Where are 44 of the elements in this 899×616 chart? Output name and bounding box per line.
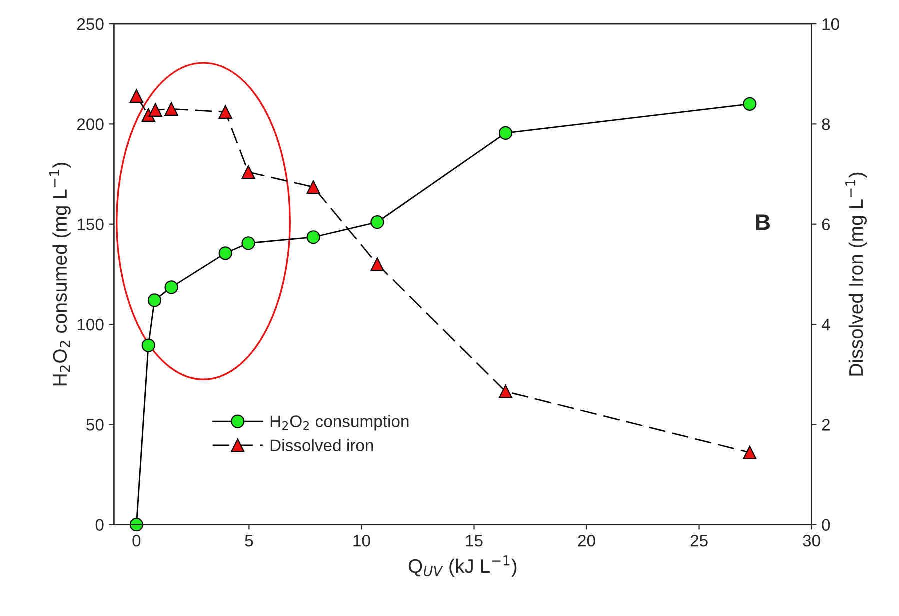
- point: [498, 384, 513, 398]
- y2-axis-title: Dissolved Iron (mg L$^{−1}$): [846, 172, 868, 376]
- point: [498, 126, 513, 140]
- y-axis-title: H$_{2}$O$_{2}$ consumed (mg L$^{−1}$): [50, 163, 71, 386]
- point: [370, 258, 384, 272]
- point: [148, 294, 162, 308]
- point: [743, 446, 757, 460]
- point: [164, 280, 178, 294]
- legend-label: H$_{2}$O$_{2}$ consumption: [270, 415, 409, 431]
- x-tick-label: 20: [578, 534, 596, 547]
- point: [743, 97, 757, 111]
- y-tick-label: 0: [96, 519, 104, 532]
- y-tick-label: 250: [77, 18, 104, 30]
- point: [242, 165, 256, 180]
- x-axis-title: Q$_{UV}$ (kJ L$^{−1}$): [408, 556, 517, 578]
- x-tick-label: 10: [354, 534, 370, 547]
- y2-tick-label: 8: [822, 118, 830, 130]
- x-tick-label: 30: [803, 534, 820, 547]
- point: [218, 246, 232, 260]
- annotation: B: [756, 214, 770, 230]
- point: [370, 216, 384, 230]
- point: [148, 103, 162, 117]
- point: [130, 518, 144, 532]
- y2-tick-label: 2: [822, 419, 830, 431]
- x-tick-label: 25: [690, 534, 708, 547]
- y2-tick-label: 4: [822, 319, 830, 331]
- point: [130, 89, 144, 103]
- y2-tick-label: 6: [822, 218, 830, 231]
- legend-label: Dissolved iron: [270, 439, 374, 452]
- y-tick-label: 100: [78, 318, 104, 331]
- y2-tick-label: 0: [822, 519, 830, 532]
- x-tick-label: 5: [245, 535, 254, 547]
- y-tick-label: 150: [78, 218, 104, 231]
- x-tick-label: 0: [132, 534, 141, 547]
- y-tick-label: 50: [86, 419, 104, 431]
- y-tick-label: 200: [77, 118, 104, 130]
- point: [306, 230, 320, 244]
- point: [218, 105, 232, 119]
- point: [306, 180, 320, 194]
- point: [142, 338, 156, 352]
- y2-tick-label: 10: [822, 18, 840, 30]
- point: [242, 236, 256, 250]
- x-tick-label: 15: [466, 535, 483, 547]
- point: [164, 102, 178, 116]
